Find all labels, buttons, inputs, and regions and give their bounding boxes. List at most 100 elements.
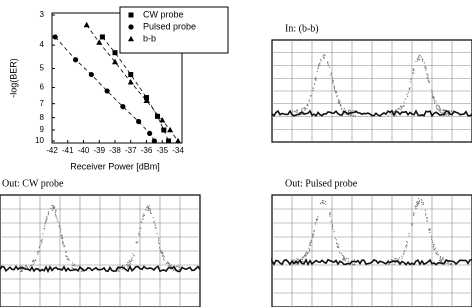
scope-trace	[441, 259, 442, 260]
scope-trace	[425, 213, 426, 214]
scope-trace	[156, 227, 157, 228]
data-point	[89, 72, 94, 77]
scope-trace	[140, 228, 141, 229]
data-point	[128, 72, 133, 77]
scope-trace	[127, 267, 128, 268]
scope-trace	[321, 60, 322, 61]
scope-trace	[301, 108, 302, 109]
scope-trace	[353, 116, 354, 117]
scope-trace	[57, 221, 58, 222]
scope-trace	[157, 233, 158, 234]
scope-trace	[61, 235, 62, 236]
scope-trace	[397, 108, 398, 109]
scope-trace	[53, 208, 54, 209]
scope-trace	[321, 202, 322, 203]
scope-trace	[73, 268, 74, 269]
scope-trace	[422, 204, 423, 205]
scope-trace	[451, 110, 452, 111]
panel-title: Out: Pulsed probe	[285, 178, 358, 189]
scope-trace	[335, 91, 336, 92]
scope-trace	[354, 259, 355, 260]
scope-trace	[431, 89, 432, 90]
scope-trace	[306, 255, 307, 256]
scope-trace	[439, 260, 440, 261]
scope-trace	[427, 78, 428, 79]
scope-trace	[329, 212, 330, 213]
scope-trace	[319, 65, 320, 66]
scope-trace	[322, 200, 323, 201]
scope-trace	[68, 258, 69, 259]
scope-trace	[338, 100, 339, 101]
scope-trace	[317, 216, 318, 217]
scope-trace	[52, 208, 53, 209]
scope-trace	[424, 67, 425, 68]
scope-trace	[154, 227, 155, 228]
scope-trace	[305, 256, 306, 257]
scope-trace	[345, 260, 346, 261]
scope-trace	[130, 263, 131, 264]
scope-trace	[331, 221, 332, 222]
scope-trace	[429, 230, 430, 231]
scope-trace	[25, 267, 26, 268]
scope-trace	[48, 214, 49, 215]
y-tick-label: 5	[40, 64, 45, 73]
scope-trace	[403, 252, 404, 253]
scope-trace	[408, 233, 409, 234]
scope-trace	[328, 65, 329, 66]
scope-trace	[348, 111, 349, 112]
scope-trace	[314, 83, 315, 84]
legend-label: CW probe	[143, 9, 184, 19]
scope-trace	[59, 222, 60, 223]
scope-trace	[63, 246, 64, 247]
scope-trace	[130, 261, 131, 262]
scope-trace	[302, 108, 303, 109]
scope-trace	[62, 242, 63, 243]
data-point	[175, 138, 181, 144]
scope-trace	[131, 258, 132, 259]
scope-trace	[332, 81, 333, 82]
scope-trace	[312, 90, 313, 91]
scope-trace	[333, 231, 334, 232]
scope-trace	[390, 113, 391, 114]
scope-trace	[430, 228, 431, 229]
scope-trace	[409, 89, 410, 90]
scope-trace	[350, 115, 351, 116]
data-point	[136, 119, 141, 124]
scope-trace	[309, 243, 310, 244]
scope-trace	[323, 57, 324, 58]
scope-trace	[43, 228, 44, 229]
scope-trace	[437, 109, 438, 110]
data-point	[159, 117, 165, 123]
scope-trace	[434, 100, 435, 101]
scope-trace	[142, 218, 143, 219]
scope-trace	[48, 211, 49, 212]
scope-trace	[350, 111, 351, 112]
scope-trace	[332, 82, 333, 83]
scope-trace	[411, 223, 412, 224]
scope-trace	[168, 264, 169, 265]
scope-trace	[428, 228, 429, 229]
scope-trace	[41, 241, 42, 242]
scope-trace	[418, 57, 419, 58]
scope-trace	[149, 205, 150, 206]
y-tick-label: 7	[40, 99, 45, 108]
scope-trace	[403, 254, 404, 255]
scope-trace	[438, 105, 439, 106]
scope-trace	[137, 241, 138, 242]
legend-label: Pulsed probe	[143, 21, 196, 31]
scope-trace	[50, 208, 51, 209]
scope-trace	[448, 115, 449, 116]
scope-trace	[417, 203, 418, 204]
scope-trace	[404, 250, 405, 251]
scope-trace	[422, 61, 423, 62]
scope-trace	[345, 114, 346, 115]
scope-trace	[426, 73, 427, 74]
scope-trace	[67, 256, 68, 257]
scope-trace	[346, 258, 347, 259]
scope-trace	[442, 257, 443, 258]
scope-trace	[62, 238, 63, 239]
scope-trace	[292, 111, 293, 112]
scope-trace	[318, 66, 319, 67]
scope-trace	[134, 255, 135, 256]
scope-trace	[343, 256, 344, 257]
